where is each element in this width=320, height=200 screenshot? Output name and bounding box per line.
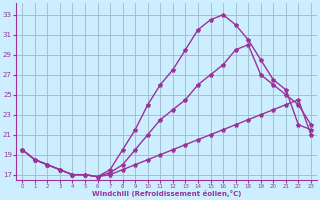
X-axis label: Windchill (Refroidissement éolien,°C): Windchill (Refroidissement éolien,°C) [92,190,241,197]
